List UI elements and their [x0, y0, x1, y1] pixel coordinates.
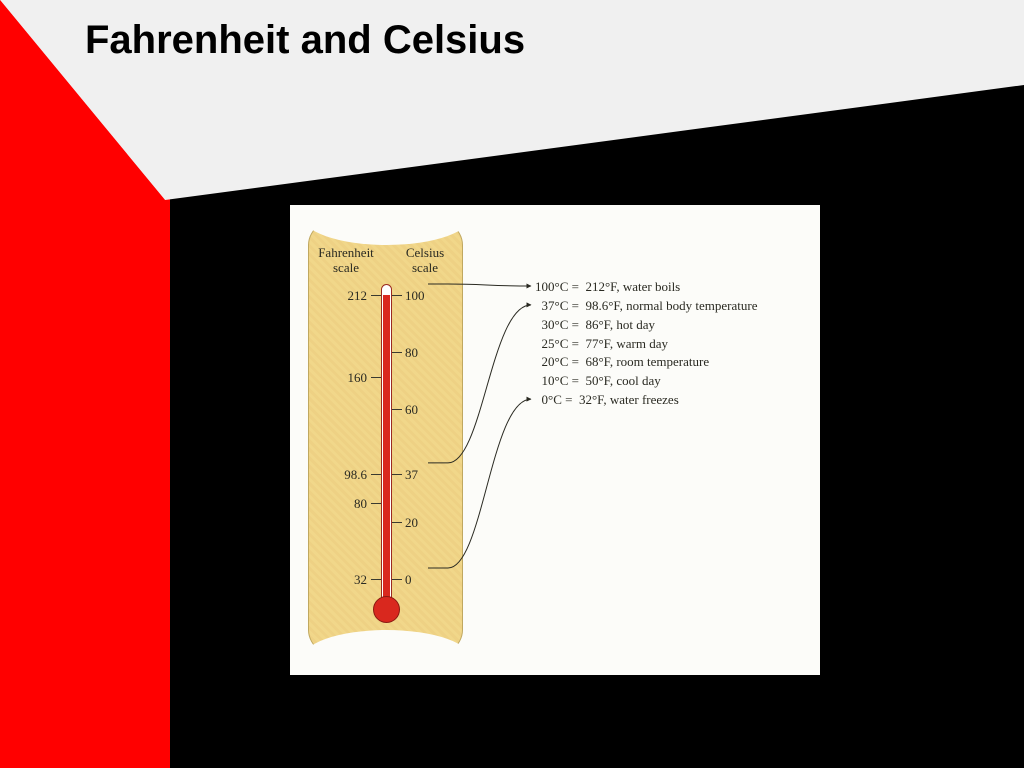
- fahrenheit-tick-label: 212: [327, 288, 367, 304]
- celsius-tick: [392, 474, 402, 475]
- fahrenheit-tick-label: 160: [327, 370, 367, 386]
- celsius-tick: [392, 579, 402, 580]
- annotation-row: 100°C = 212°F, water boils: [535, 278, 758, 297]
- fahrenheit-tick: [371, 503, 381, 504]
- annotation-row: 20°C = 68°F, room temperature: [535, 353, 758, 372]
- celsius-tick-label: 20: [405, 515, 445, 531]
- celsius-header-line2: scale: [412, 260, 438, 275]
- annotation-row: 10°C = 50°F, cool day: [535, 372, 758, 391]
- fahrenheit-tick: [371, 295, 381, 296]
- annotation-list: 100°C = 212°F, water boils 37°C = 98.6°F…: [535, 278, 758, 410]
- celsius-header-line1: Celsius: [406, 245, 444, 260]
- fahrenheit-tick-label: 80: [327, 496, 367, 512]
- celsius-tick-label: 37: [405, 467, 445, 483]
- annotation-row: 0°C = 32°F, water freezes: [535, 391, 758, 410]
- celsius-tick: [392, 295, 402, 296]
- celsius-tick-label: 100: [405, 288, 445, 304]
- celsius-tick-label: 60: [405, 402, 445, 418]
- figure-panel: Fahrenheit scale Celsius scale 212 160 98.…: [290, 205, 820, 675]
- fahrenheit-tick-label: 98.6: [327, 467, 367, 483]
- thermometer-mercury: [383, 295, 390, 605]
- page-title: Fahrenheit and Celsius: [85, 18, 525, 63]
- celsius-tick-label: 80: [405, 345, 445, 361]
- celsius-tick-label: 0: [405, 572, 445, 588]
- fahrenheit-header: Fahrenheit scale: [311, 246, 381, 276]
- celsius-header: Celsius scale: [390, 246, 460, 276]
- celsius-tick: [392, 352, 402, 353]
- fahrenheit-tick: [371, 474, 381, 475]
- annotation-row: 25°C = 77°F, warm day: [535, 335, 758, 354]
- thermometer-plaque: Fahrenheit scale Celsius scale 212 160 98.…: [308, 215, 463, 660]
- fahrenheit-tick-label: 32: [327, 572, 367, 588]
- thermometer-bulb: [373, 596, 400, 623]
- fahrenheit-tick: [371, 579, 381, 580]
- annotation-row: 30°C = 86°F, hot day: [535, 316, 758, 335]
- fahrenheit-header-line2: scale: [333, 260, 359, 275]
- celsius-tick: [392, 522, 402, 523]
- celsius-tick: [392, 409, 402, 410]
- fahrenheit-header-line1: Fahrenheit: [318, 245, 374, 260]
- annotation-row: 37°C = 98.6°F, normal body temperature: [535, 297, 758, 316]
- fahrenheit-tick: [371, 377, 381, 378]
